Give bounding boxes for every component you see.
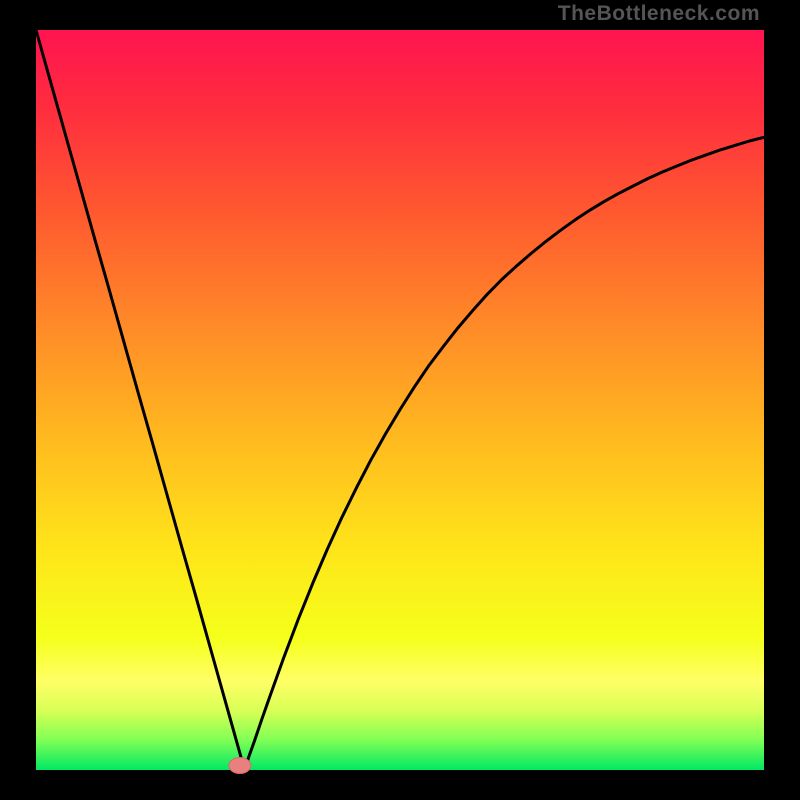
watermark-text: TheBottleneck.com <box>558 2 760 26</box>
gradient-background <box>36 30 764 770</box>
plot-area <box>36 30 764 770</box>
chart-frame: TheBottleneck.com <box>0 0 800 800</box>
optimal-point-marker <box>229 758 251 774</box>
bottleneck-curve-layer <box>36 30 764 770</box>
